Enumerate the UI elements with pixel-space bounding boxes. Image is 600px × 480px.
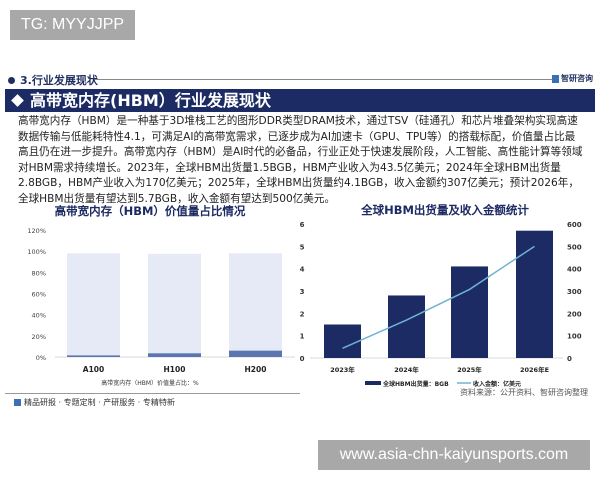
x-tick-label: 2023年 bbox=[330, 365, 355, 374]
x-tick-label: 2025年 bbox=[457, 365, 482, 374]
right-y-tick-label: 300 bbox=[567, 288, 582, 296]
bar-hbm-share bbox=[229, 350, 282, 357]
bar-shipment bbox=[324, 324, 361, 358]
left-y-tick-label: 0 bbox=[300, 355, 305, 363]
x-tick-label: A100 bbox=[83, 365, 104, 374]
brand-logo: 智研咨询 bbox=[552, 73, 593, 84]
right-y-tick-label: 200 bbox=[567, 310, 582, 318]
footer: 精品研报 · 专题定制 · 产研服务 · 专精特新 bbox=[14, 397, 175, 408]
bar-hbm-share bbox=[148, 353, 201, 357]
y-tick-label: 60% bbox=[32, 291, 46, 299]
x-tick-label: 2026年E bbox=[520, 365, 549, 374]
x-tick-label: H200 bbox=[245, 365, 267, 374]
bar-background bbox=[229, 253, 282, 357]
footer-text: 精品研报 · 专题定制 · 产研服务 · 专精特新 bbox=[24, 398, 175, 407]
legend-label-revenue: 收入金额：亿美元 bbox=[473, 380, 521, 388]
section-title: 3.行业发展现状 bbox=[20, 74, 98, 87]
bar-shipment bbox=[516, 230, 553, 358]
right-y-tick-label: 500 bbox=[567, 243, 582, 251]
footer-divider bbox=[5, 393, 300, 394]
body-paragraph: 高带宽内存（HBM）是一种基于3D堆栈工艺的图形DDR类型DRAM技术，通过TS… bbox=[18, 115, 583, 205]
logo-icon bbox=[552, 74, 559, 83]
right-chart-title: 全球HBM出货量及收入金额统计 bbox=[361, 203, 529, 217]
section-rule bbox=[95, 79, 555, 80]
legend-label: 高带宽内存（HBM）价值量占比：% bbox=[101, 379, 199, 387]
right-y-tick-label: 400 bbox=[567, 266, 582, 274]
bar-background bbox=[148, 253, 201, 357]
left-y-tick-label: 5 bbox=[300, 243, 305, 251]
bullet-icon bbox=[8, 76, 15, 84]
right-y-tick-label: 100 bbox=[567, 333, 582, 341]
left-y-tick-label: 2 bbox=[300, 310, 305, 318]
bar-hbm-share bbox=[67, 355, 120, 357]
bar-shipment bbox=[388, 295, 425, 358]
bar-background bbox=[67, 253, 120, 357]
watermark: www.asia-chn-kaiyunsports.com bbox=[318, 440, 590, 470]
y-tick-label: 120% bbox=[27, 227, 46, 235]
logo-text: 智研咨询 bbox=[561, 74, 593, 83]
left-chart-title: 高带宽内存（HBM）价值量占比情况 bbox=[54, 204, 246, 218]
y-tick-label: 0% bbox=[36, 354, 46, 362]
section-heading: 3.行业发展现状 bbox=[8, 72, 98, 88]
page-title: 高带宽内存(HBM）行业发展现状 bbox=[30, 91, 271, 110]
left-y-tick-label: 4 bbox=[300, 266, 305, 274]
left-y-tick-label: 1 bbox=[300, 333, 305, 341]
legend-swatch-shipment bbox=[365, 381, 381, 385]
right-y-tick-label: 600 bbox=[567, 221, 582, 229]
overlay-tag: TG: MYYJJPP bbox=[10, 10, 135, 40]
x-tick-label: H100 bbox=[164, 365, 186, 374]
footer-logo-icon bbox=[14, 399, 21, 406]
y-tick-label: 100% bbox=[27, 248, 46, 256]
x-tick-label: 2024年 bbox=[394, 365, 419, 374]
right-y-tick-label: 0 bbox=[567, 355, 572, 363]
y-tick-label: 40% bbox=[32, 312, 46, 320]
legend-label-shipment: 全球HBM出货量：BGB bbox=[382, 380, 449, 388]
revenue-line bbox=[342, 245, 535, 349]
source-note: 资料来源：公开资料、智研咨询整理 bbox=[460, 388, 588, 397]
shipment-revenue-chart: 0 1 2 3 4 5 6 0 100 200 300 400 500 600 2023年 2024年 2025… bbox=[300, 221, 582, 388]
diamond-icon bbox=[11, 94, 24, 107]
left-y-tick-label: 6 bbox=[300, 221, 305, 229]
y-tick-label: 80% bbox=[32, 269, 46, 277]
value-share-chart: 0% 20% 40% 60% 80% 100% 120% A100 H100 H200 高带宽内存（… bbox=[27, 227, 295, 387]
y-tick-label: 20% bbox=[32, 333, 46, 341]
left-y-tick-label: 3 bbox=[300, 288, 305, 296]
title-banner: 高带宽内存(HBM）行业发展现状 bbox=[5, 89, 595, 112]
